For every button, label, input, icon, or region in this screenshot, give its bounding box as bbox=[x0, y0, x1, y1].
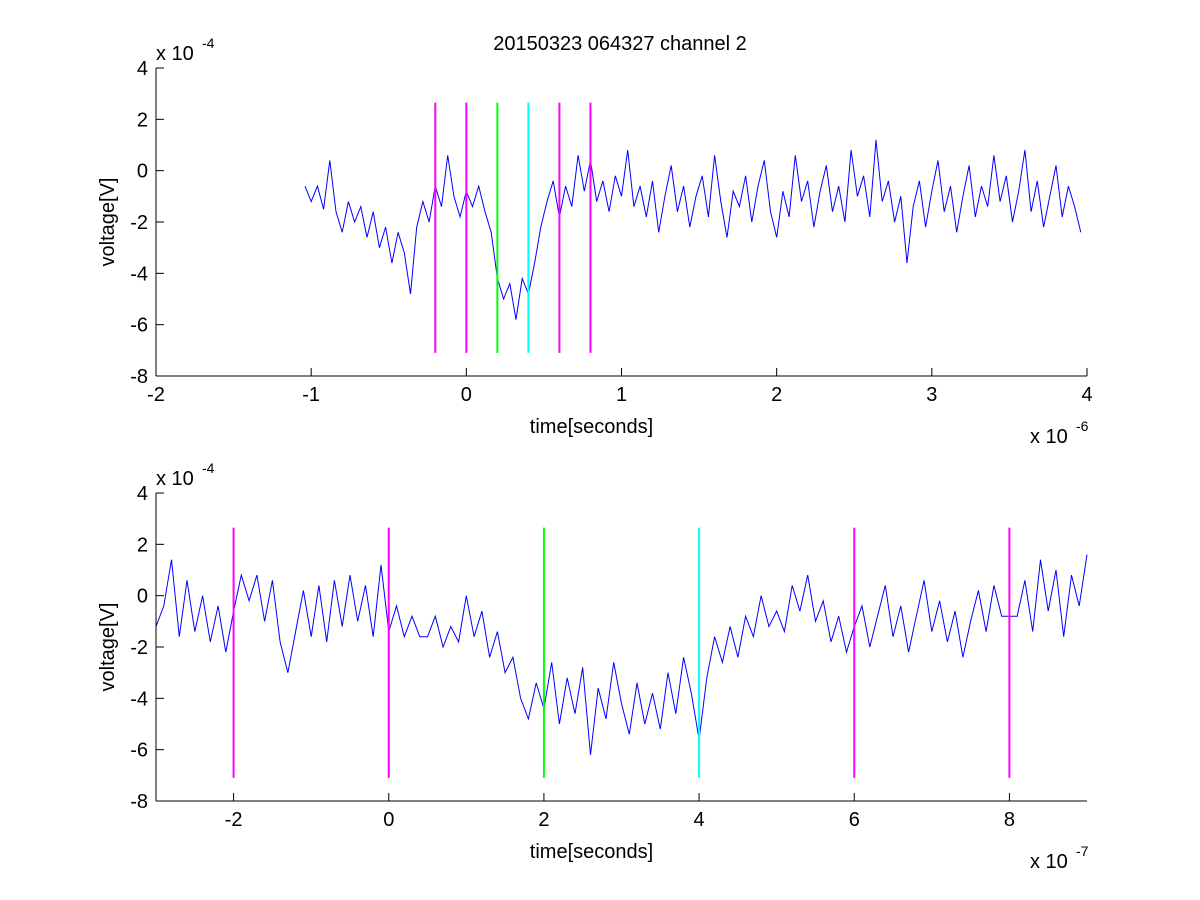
x-tick-label: 0 bbox=[461, 384, 472, 406]
y-tick-label: -8 bbox=[130, 791, 148, 813]
x-multiplier-label: x 10 bbox=[1030, 851, 1068, 873]
x-tick-label: 1 bbox=[616, 384, 627, 406]
figure-title: 20150323 064327 channel 2 bbox=[493, 33, 747, 55]
x-multiplier-exponent: -7 bbox=[1076, 843, 1089, 859]
series-line-1 bbox=[155, 554, 1088, 755]
y-tick-label: 4 bbox=[137, 483, 148, 505]
x-tick-label: 2 bbox=[538, 809, 549, 831]
y-multiplier-label: x 10 bbox=[156, 43, 194, 65]
y-tick-label: -6 bbox=[130, 740, 148, 762]
y-tick-label: -6 bbox=[130, 315, 148, 337]
y-multiplier-exponent: -4 bbox=[202, 460, 215, 476]
x-axis-label: time[seconds] bbox=[530, 416, 653, 438]
x-tick-label: -1 bbox=[302, 384, 320, 406]
x-multiplier-label: x 10 bbox=[1030, 426, 1068, 448]
y-axis-label: voltage[V] bbox=[97, 603, 119, 692]
y-multiplier-label: x 10 bbox=[156, 468, 194, 490]
chart-1: -2 -1 0 1 2 3 4 -8 -6 -4 -2 0 2 4 time[seconds] voltage… bbox=[97, 35, 1093, 448]
x-tick-label: 4 bbox=[694, 809, 705, 831]
y-tick-label: 4 bbox=[137, 58, 148, 80]
y-tick-label: -2 bbox=[130, 212, 148, 234]
y-tick-label: 0 bbox=[137, 586, 148, 608]
y-tick-label: 2 bbox=[137, 534, 148, 556]
chart-2: -2 0 2 4 6 8 -8 -6 -4 -2 0 2 4 time[seconds] voltage[V… bbox=[97, 460, 1089, 873]
y-tick-label: -4 bbox=[130, 263, 148, 285]
series-line-1 bbox=[304, 139, 1082, 320]
y-tick-label: -2 bbox=[130, 637, 148, 659]
x-tick-label: 2 bbox=[771, 384, 782, 406]
y-multiplier-exponent: -4 bbox=[202, 35, 215, 51]
y-tick-label: -4 bbox=[130, 688, 148, 710]
y-tick-label: 2 bbox=[137, 109, 148, 131]
x-tick-label: -2 bbox=[147, 384, 165, 406]
x-tick-label: 3 bbox=[926, 384, 937, 406]
x-tick-label: 8 bbox=[1004, 809, 1015, 831]
x-tick-label: 0 bbox=[383, 809, 394, 831]
y-axis-label: voltage[V] bbox=[97, 178, 119, 267]
x-axis-label: time[seconds] bbox=[530, 841, 653, 863]
y-tick-label: 0 bbox=[137, 161, 148, 183]
x-tick-label: 6 bbox=[849, 809, 860, 831]
x-multiplier-exponent: -6 bbox=[1076, 418, 1089, 434]
x-tick-label: -2 bbox=[225, 809, 243, 831]
x-tick-label: 4 bbox=[1081, 384, 1092, 406]
y-tick-label: -8 bbox=[130, 366, 148, 388]
